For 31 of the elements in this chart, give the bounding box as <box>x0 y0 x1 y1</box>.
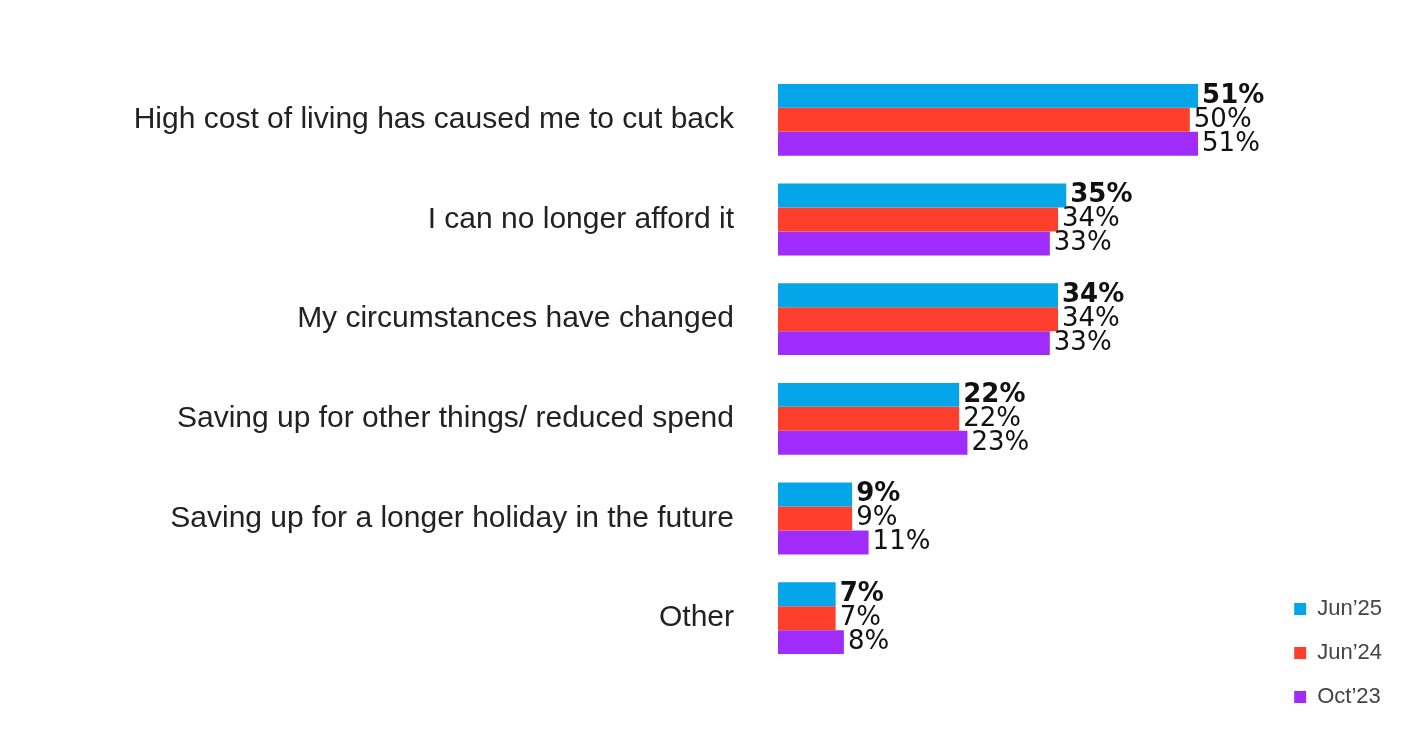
bar <box>778 131 1199 156</box>
bar <box>778 582 836 607</box>
bar <box>778 530 869 555</box>
bar <box>778 283 1059 308</box>
bar <box>778 107 1190 132</box>
y-tick-label: Saving up for a longer holiday in the future <box>170 499 734 533</box>
legend-label: Jun’25 <box>1317 595 1383 621</box>
y-tick-label: I can no longer afford it <box>427 200 735 234</box>
y-tick-label: My circumstances have changed <box>297 300 734 334</box>
bar <box>778 506 853 531</box>
bar <box>778 207 1059 232</box>
bar <box>778 231 1050 256</box>
bar <box>778 307 1059 332</box>
y-tick-label: High cost of living has caused me to cut back <box>133 101 735 135</box>
data-label: 33% <box>1053 325 1112 356</box>
bar <box>778 630 844 655</box>
legend-label: Jun’24 <box>1317 639 1383 665</box>
bar <box>778 406 960 431</box>
bar <box>778 83 1199 108</box>
y-tick-label: Other <box>658 599 735 633</box>
bar <box>778 606 836 631</box>
bar <box>778 482 853 507</box>
legend-label: Oct’23 <box>1317 683 1381 709</box>
data-label: 51% <box>1202 126 1260 157</box>
bar <box>778 382 960 407</box>
bar <box>778 430 968 455</box>
y-tick-label: Saving up for other things/ reduced spend <box>176 400 734 434</box>
bar <box>778 331 1050 356</box>
data-label: 8% <box>847 624 890 655</box>
bar <box>778 183 1067 208</box>
data-label: 23% <box>971 425 1030 456</box>
